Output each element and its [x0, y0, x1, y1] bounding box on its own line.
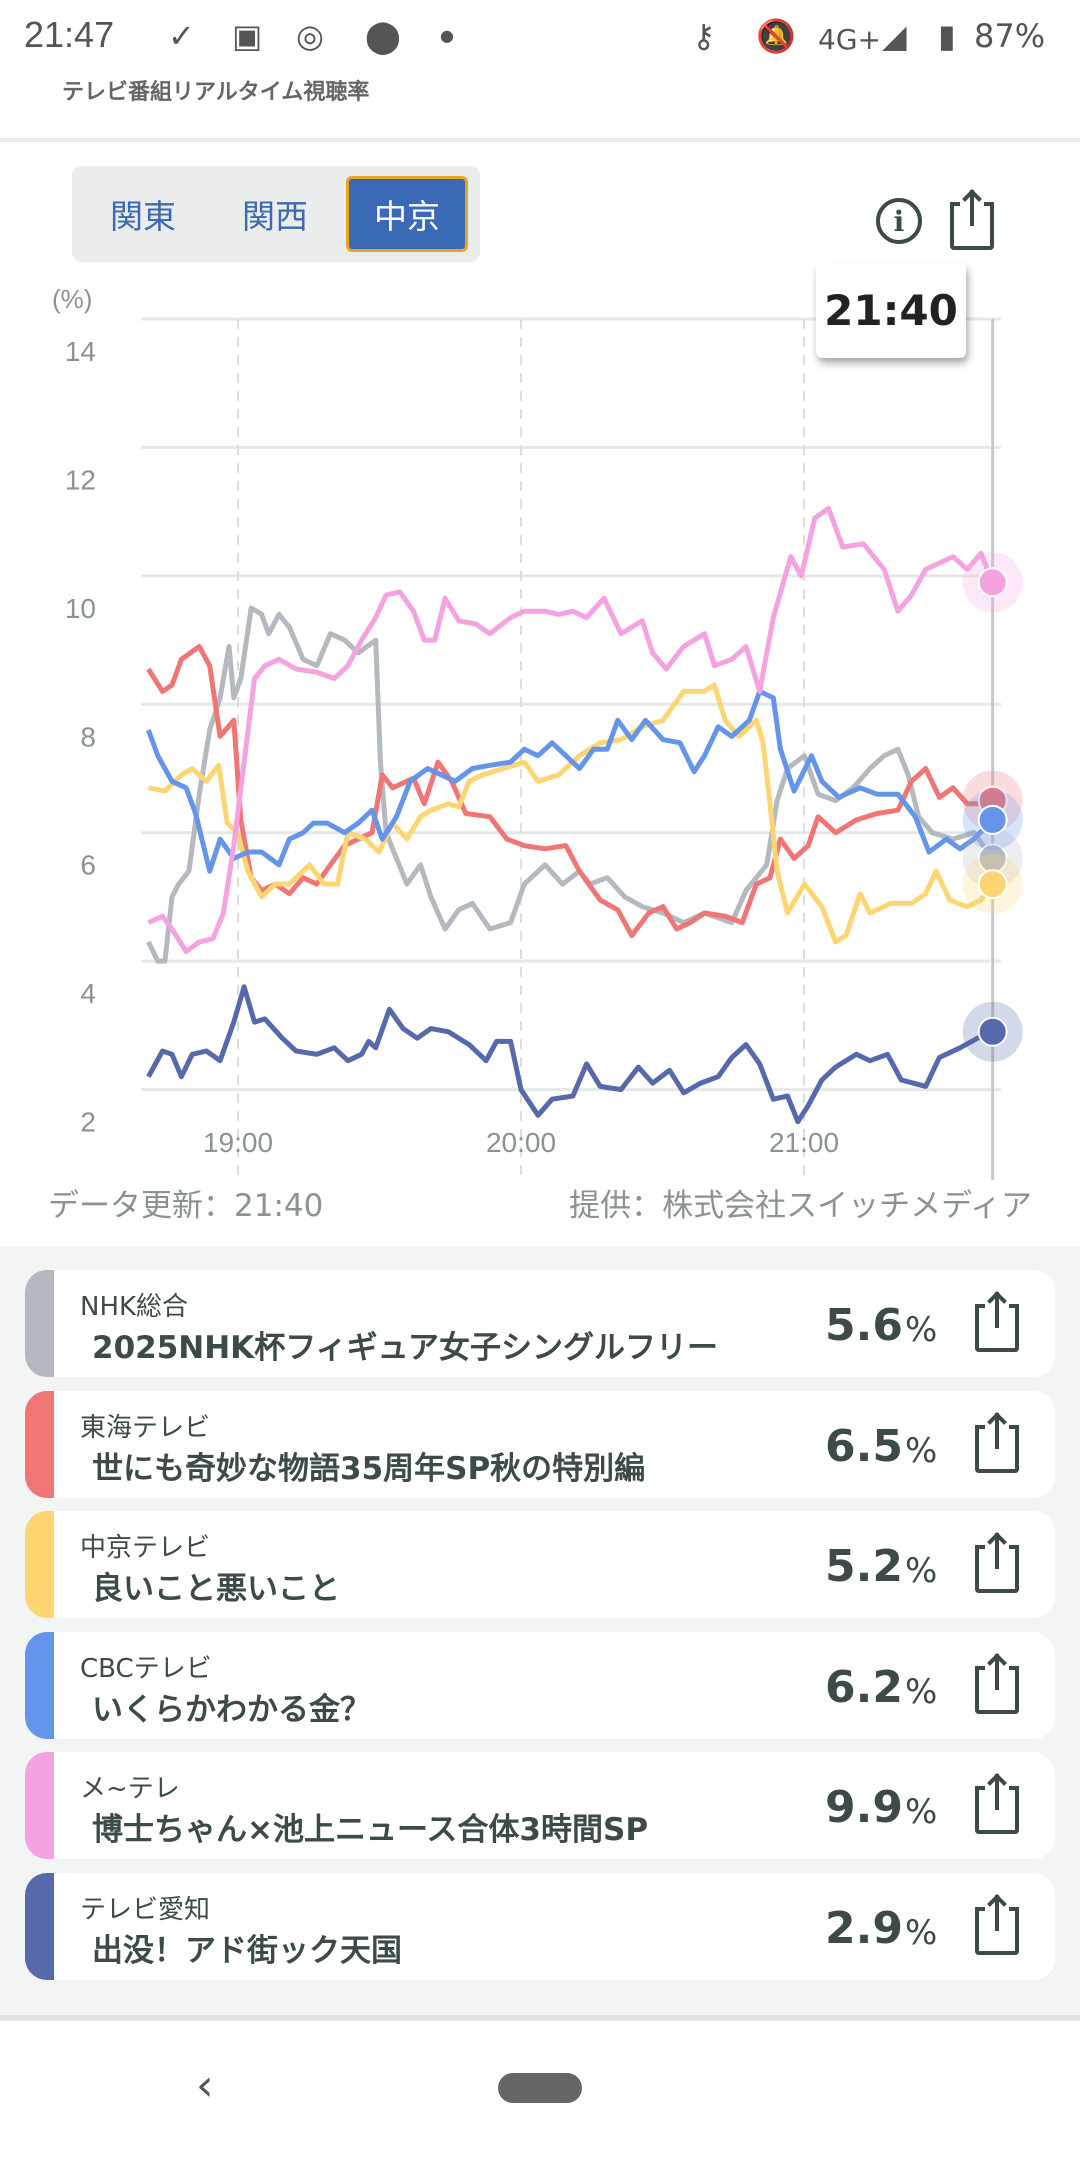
y-axis-label: (%) — [52, 284, 92, 314]
battery-percent: 87% — [974, 17, 1046, 55]
rating-unit: % — [905, 1551, 938, 1592]
share-icon[interactable] — [975, 1412, 1019, 1473]
y-tick-label: 10 — [65, 593, 96, 624]
rating-unit: % — [905, 1310, 938, 1350]
tab-kanto[interactable]: 関東 — [110, 197, 176, 236]
rating-value: 6.2 — [825, 1661, 903, 1713]
rating-value: 5.2 — [825, 1541, 903, 1593]
share-icon[interactable] — [975, 1533, 1019, 1594]
program-card[interactable]: NHK総合 2025NHK杯フィギュア女子シングルフリー 5.6 % — [25, 1270, 1055, 1377]
tab-kansai[interactable]: 関西 — [242, 197, 308, 236]
time-tooltip: 21:40 — [816, 263, 966, 358]
status-time: 21:47 — [24, 14, 115, 55]
back-icon[interactable]: ‹ — [196, 2060, 214, 2111]
channel-name: 東海テレビ — [80, 1412, 211, 1443]
rating-value: 6.5 — [825, 1420, 903, 1472]
image-icon: ▣ — [232, 17, 263, 55]
program-card[interactable]: 中京テレビ 良いこと悪いこと 5.2 % — [25, 1511, 1055, 1619]
tab-chukyo[interactable]: 中京 — [346, 176, 468, 252]
series-line — [147, 505, 996, 954]
channel-name: メ~テレ — [80, 1774, 180, 1805]
series-line — [146, 688, 995, 874]
y-tick-label: 12 — [65, 464, 96, 495]
x-tick-label: 21:00 — [769, 1127, 839, 1158]
app-title: テレビ番組リアルタイム視聴率 — [62, 80, 370, 105]
series-line — [146, 984, 994, 1125]
instagram-icon: ◎ — [296, 17, 324, 55]
program-title: 2025NHK杯フィギュア女子シングルフリー — [92, 1330, 718, 1366]
status-bar: 21:47 ✓ ▣ ◎ ⬤ ● ⚷ 🔕 4G+ ◢ ▮ 87% — [0, 0, 1080, 76]
battery-icon: ▮ — [938, 17, 956, 55]
program-title: 世にも奇妙な物語35周年SP秋の特別編 — [92, 1450, 646, 1487]
dot-icon: ● — [440, 26, 454, 45]
endpoint-dot — [977, 1016, 1008, 1047]
network-type: 4G+ — [818, 23, 881, 56]
data-provider: 提供：株式会社スイッチメディア — [569, 1188, 1032, 1224]
download-done-icon: ✓ — [168, 17, 195, 55]
endpoint-dot — [977, 804, 1008, 835]
endpoint-dot — [977, 567, 1008, 598]
rating-value: 9.9 — [825, 1782, 903, 1834]
y-tick-label: 14 — [65, 336, 96, 367]
channel-color-bar — [25, 1511, 54, 1619]
program-card[interactable]: テレビ愛知 出没！アド街ック天国 2.9 % — [25, 1873, 1055, 1980]
share-chart-icon[interactable] — [950, 190, 994, 250]
program-card[interactable]: CBCテレビ いくらかわかる金？ 6.2 % — [25, 1631, 1055, 1739]
channel-name: CBCテレビ — [80, 1653, 212, 1684]
location-icon: ⬤ — [365, 17, 401, 55]
program-title: 良いこと悪いこと — [92, 1571, 340, 1608]
x-tick-label: 20:00 — [486, 1127, 556, 1158]
header-divider — [0, 138, 1080, 142]
share-icon[interactable] — [975, 1292, 1019, 1352]
channel-name: テレビ愛知 — [80, 1895, 211, 1925]
channel-color-bar — [25, 1631, 54, 1739]
channel-color-bar — [25, 1752, 54, 1860]
signal-icon: ◢ — [882, 17, 907, 55]
rating-value: 5.6 — [825, 1300, 903, 1351]
channel-name: 中京テレビ — [80, 1533, 211, 1564]
x-tick-label: 19:00 — [203, 1127, 273, 1158]
program-card[interactable]: 東海テレビ 世にも奇妙な物語35周年SP秋の特別編 6.5 % — [25, 1390, 1055, 1498]
y-tick-label: 8 — [80, 721, 96, 752]
bell-off-icon: 🔕 — [756, 17, 796, 55]
endpoint-dot — [977, 869, 1008, 900]
channel-name: NHK総合 — [80, 1292, 189, 1322]
y-tick-label: 4 — [80, 978, 96, 1009]
series-line — [146, 605, 995, 964]
rating-unit: % — [905, 1913, 938, 1953]
rating-unit: % — [905, 1430, 938, 1471]
rating-unit: % — [905, 1671, 938, 1712]
channel-color-bar — [25, 1390, 54, 1498]
vpn-key-icon: ⚷ — [692, 17, 716, 55]
home-pill[interactable] — [498, 2073, 582, 2103]
channel-color-bar — [25, 1270, 54, 1377]
program-title: 出没！アド街ック天国 — [92, 1933, 402, 1969]
program-card[interactable]: メ~テレ 博士ちゃん×池上ニュース合体3時間SP 9.9 % — [25, 1752, 1055, 1860]
share-icon[interactable] — [975, 1774, 1019, 1835]
y-tick-label: 6 — [80, 850, 96, 881]
y-tick-label: 2 — [80, 1107, 96, 1138]
data-updated: データ更新：21:40 — [48, 1188, 324, 1224]
share-icon[interactable] — [975, 1653, 1019, 1714]
program-title: いくらかわかる金？ — [92, 1691, 371, 1728]
program-title: 博士ちゃん×池上ニュース合体3時間SP — [92, 1812, 649, 1849]
series-line — [147, 682, 995, 945]
region-tabs: 関東 関西 中京 — [72, 166, 480, 262]
channel-color-bar — [25, 1873, 54, 1980]
rating-unit: % — [905, 1792, 938, 1833]
rating-value: 2.9 — [825, 1903, 903, 1954]
share-icon[interactable] — [975, 1895, 1019, 1955]
info-icon[interactable]: i — [876, 198, 922, 244]
